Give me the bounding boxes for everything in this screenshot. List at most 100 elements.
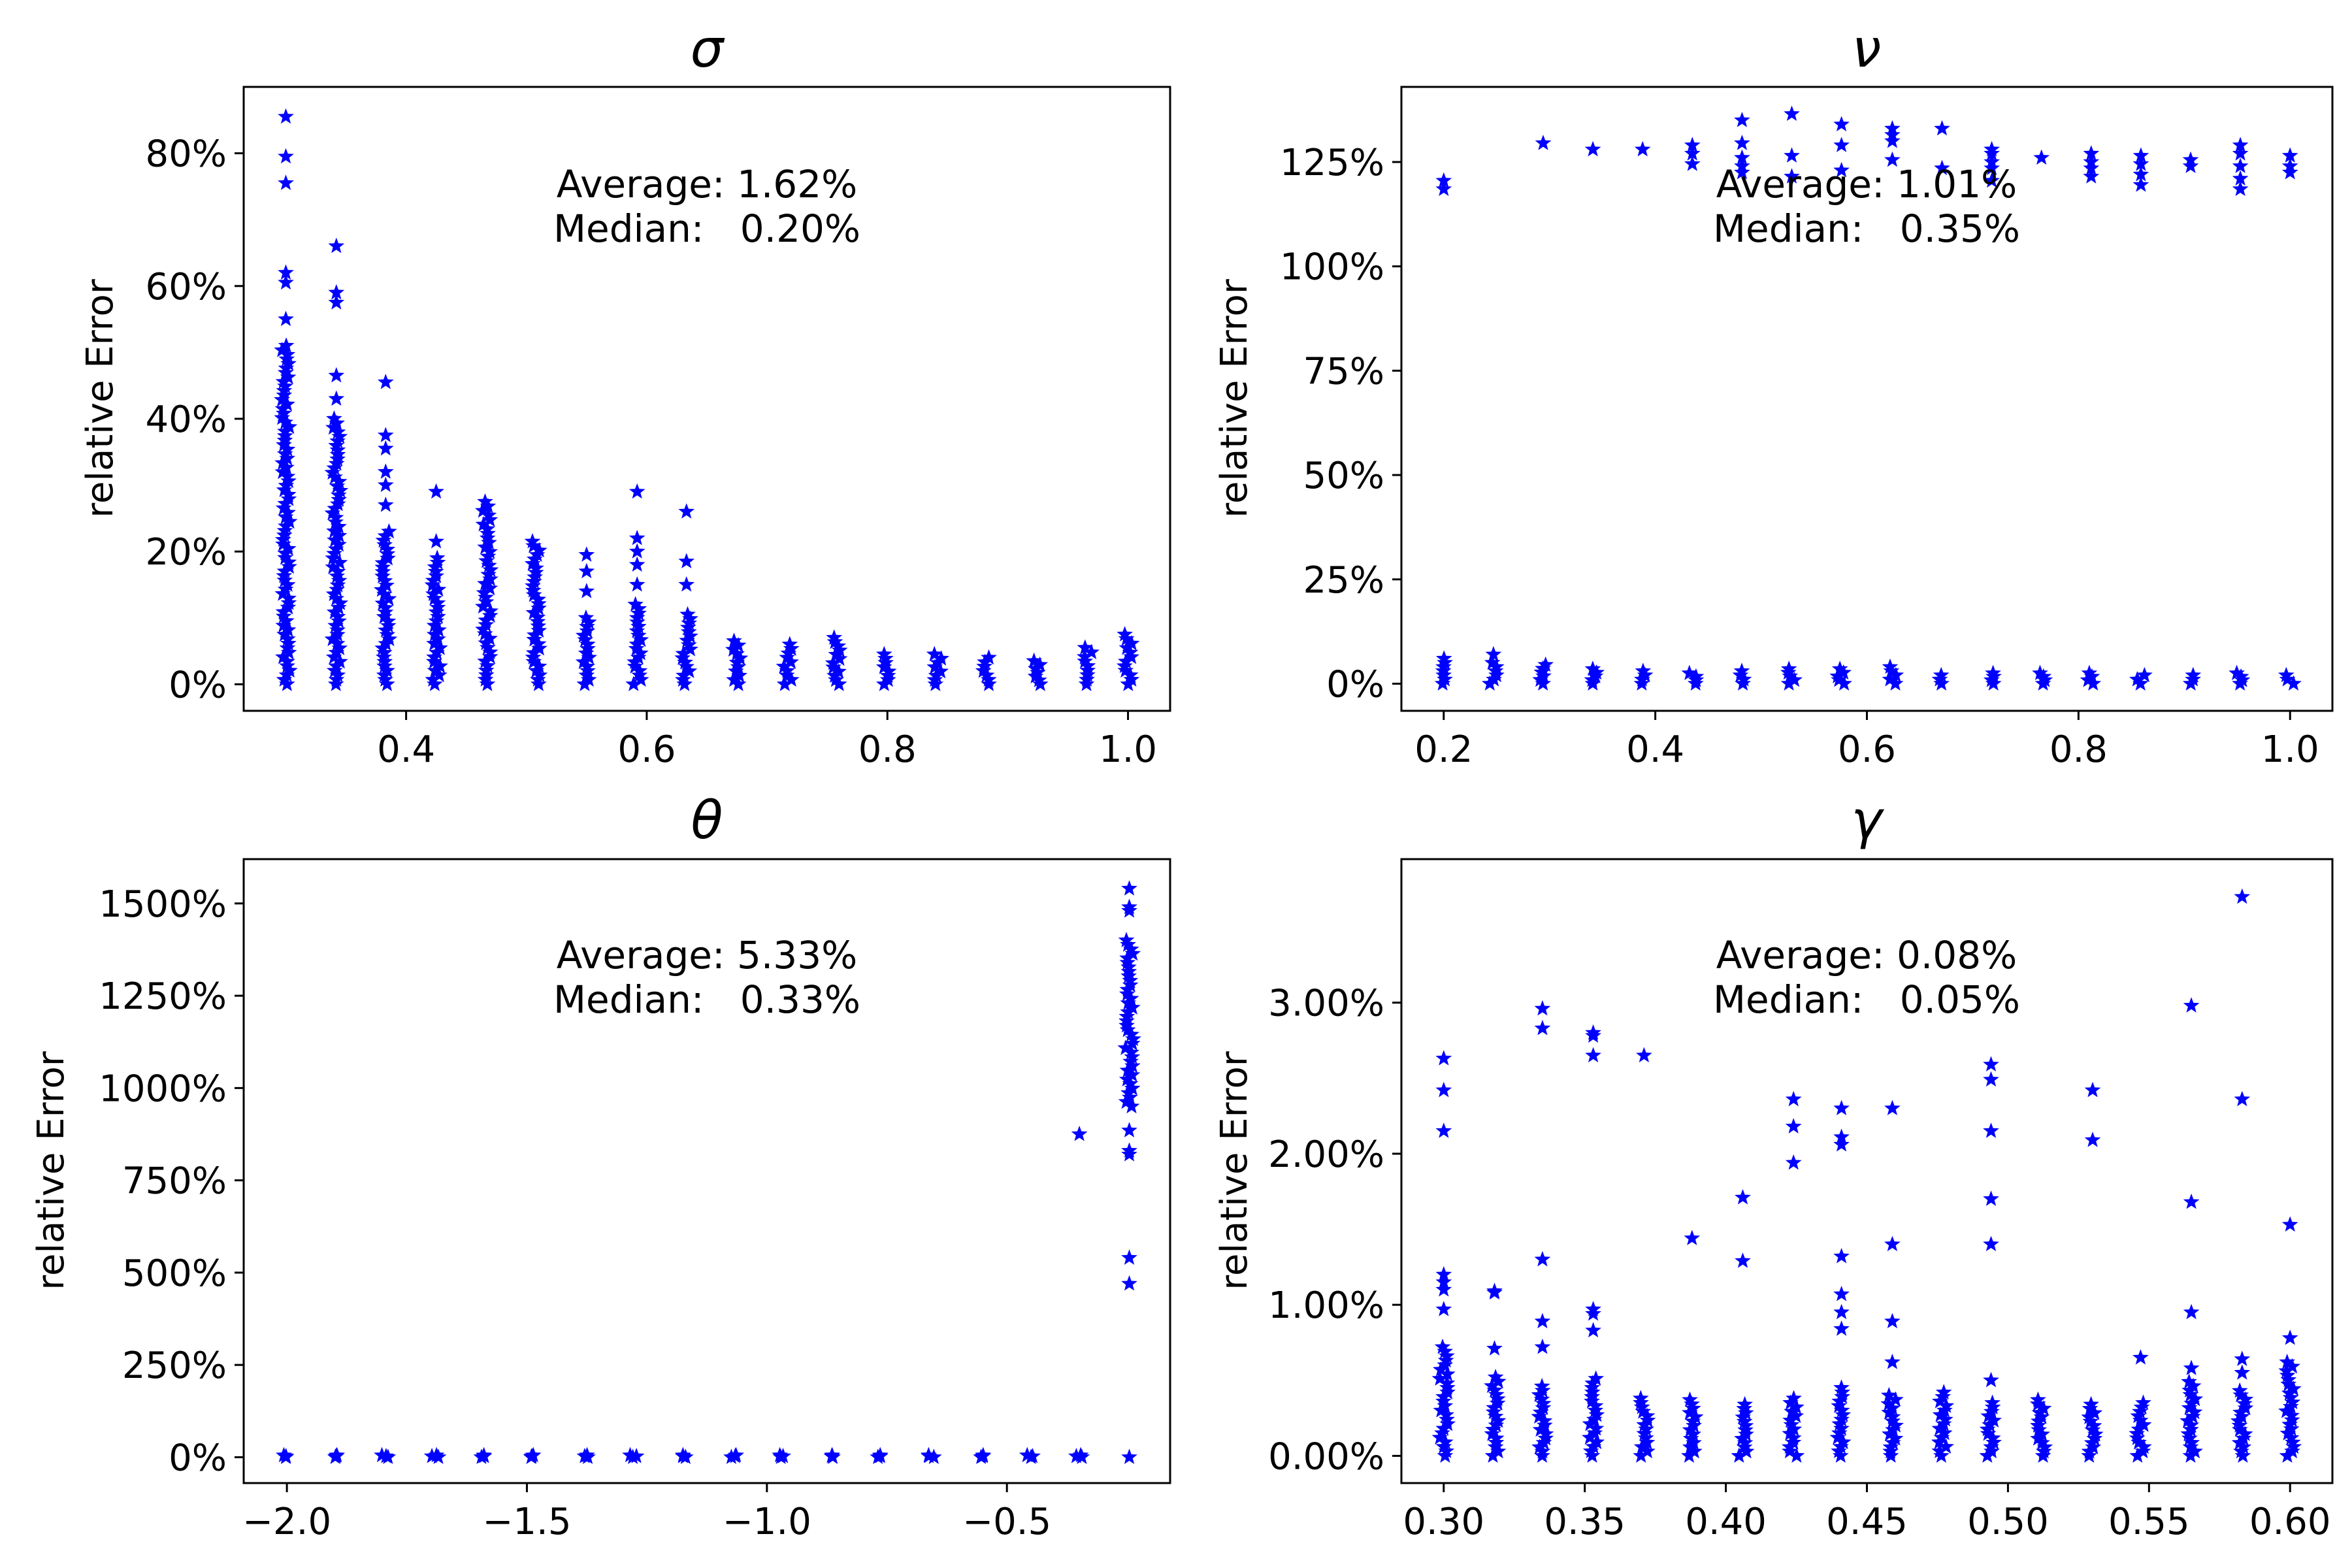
x-tick-label: 0.2	[1414, 728, 1473, 771]
data-point	[429, 599, 446, 615]
x-tick-label: 0.6	[617, 728, 676, 771]
data-point	[380, 590, 397, 606]
data-point	[331, 527, 348, 543]
y-tick-label: 0.00%	[1268, 1435, 1384, 1478]
data-point	[1734, 135, 1750, 150]
data-point	[324, 630, 341, 647]
data-point	[1734, 112, 1750, 127]
data-point	[1934, 159, 1950, 176]
data-point	[280, 590, 297, 606]
x-tick-label: −0.5	[962, 1501, 1051, 1543]
data-point	[2285, 1380, 2302, 1396]
y-tick-label: 0%	[1326, 663, 1384, 706]
data-point	[1786, 1390, 1802, 1406]
stats-median: Median: 0.20%	[553, 206, 860, 251]
data-point	[1124, 1066, 1141, 1083]
data-point	[1435, 180, 1452, 197]
data-point	[629, 576, 645, 592]
data-point	[2032, 664, 2048, 681]
subplot-sigma: σ relative Error 0.4 0.6 0.8 1.0 0% 20% 40% 60%…	[79, 18, 1171, 771]
data-point	[675, 645, 692, 661]
data-point	[1584, 1384, 1601, 1399]
data-point	[275, 648, 291, 664]
data-point	[1585, 1024, 1601, 1040]
data-point	[374, 1446, 390, 1463]
data-point	[381, 523, 397, 539]
y-axis-label: relative Error	[1213, 1051, 1256, 1290]
data-point	[482, 630, 498, 646]
data-point	[276, 563, 293, 579]
data-point	[531, 542, 547, 558]
data-point	[2083, 1396, 2099, 1412]
data-point	[629, 483, 645, 499]
data-point	[1439, 1384, 1456, 1399]
data-point	[2232, 137, 2249, 152]
data-point	[575, 653, 592, 670]
data-point	[1121, 1275, 1137, 1291]
data-point	[1435, 650, 1452, 666]
data-point	[1687, 1409, 1704, 1424]
stats-average: Average: 1.01%	[1716, 162, 2017, 206]
data-point	[377, 497, 394, 512]
data-point	[1933, 666, 1950, 683]
data-point	[2237, 1391, 2254, 1407]
data-point	[2185, 1377, 2202, 1394]
data-point	[1735, 1252, 1751, 1268]
data-point	[374, 554, 391, 570]
data-point	[1788, 1407, 1805, 1424]
data-point	[1788, 1447, 1805, 1463]
data-point	[1737, 1396, 1753, 1412]
data-point	[529, 613, 546, 629]
data-point	[824, 1446, 841, 1463]
data-point	[625, 676, 642, 691]
y-tick-label: 1500%	[99, 883, 227, 926]
data-point	[1985, 664, 2001, 681]
data-point	[920, 1446, 937, 1463]
data-point	[279, 657, 295, 674]
data-point	[279, 468, 296, 484]
data-point	[328, 237, 345, 253]
data-point	[1831, 661, 1848, 676]
data-point	[328, 294, 345, 310]
data-point	[1072, 1446, 1089, 1463]
data-point	[1431, 1370, 1448, 1386]
data-point	[276, 427, 293, 443]
y-tick-label: 75%	[1303, 350, 1384, 393]
data-point	[1537, 1426, 1554, 1441]
data-point	[1983, 1190, 1999, 1206]
data-point	[1435, 1281, 1452, 1297]
data-point	[1484, 1447, 1501, 1463]
data-point	[431, 640, 448, 655]
data-point	[933, 650, 949, 666]
data-point	[578, 546, 595, 562]
data-point	[1833, 1128, 1850, 1145]
data-point	[1121, 1249, 1137, 1265]
data-point	[678, 576, 695, 592]
data-point	[1984, 154, 2000, 169]
data-point	[427, 662, 444, 678]
data-point	[1884, 1354, 1901, 1369]
data-point	[772, 1446, 788, 1463]
data-point	[2132, 147, 2149, 163]
data-point	[2232, 1404, 2249, 1420]
data-point	[1833, 116, 1850, 132]
data-point	[2232, 170, 2249, 186]
data-point	[374, 595, 391, 611]
data-point	[2187, 1390, 2204, 1407]
plot-frame	[242, 858, 1171, 1484]
data-point	[279, 346, 296, 362]
data-point	[1887, 1391, 1904, 1407]
subplot-title: σ	[691, 18, 725, 79]
data-point	[1083, 644, 1100, 660]
data-point	[374, 581, 390, 597]
data-point	[1784, 147, 1800, 163]
data-point	[1481, 675, 1498, 691]
scatter-points	[274, 108, 1140, 691]
data-point	[1120, 968, 1137, 983]
data-point	[328, 367, 345, 383]
data-point	[2229, 664, 2245, 681]
data-point	[1833, 1303, 1850, 1320]
data-point	[2084, 1132, 2101, 1147]
data-point	[1117, 653, 1134, 669]
data-point	[275, 536, 291, 551]
